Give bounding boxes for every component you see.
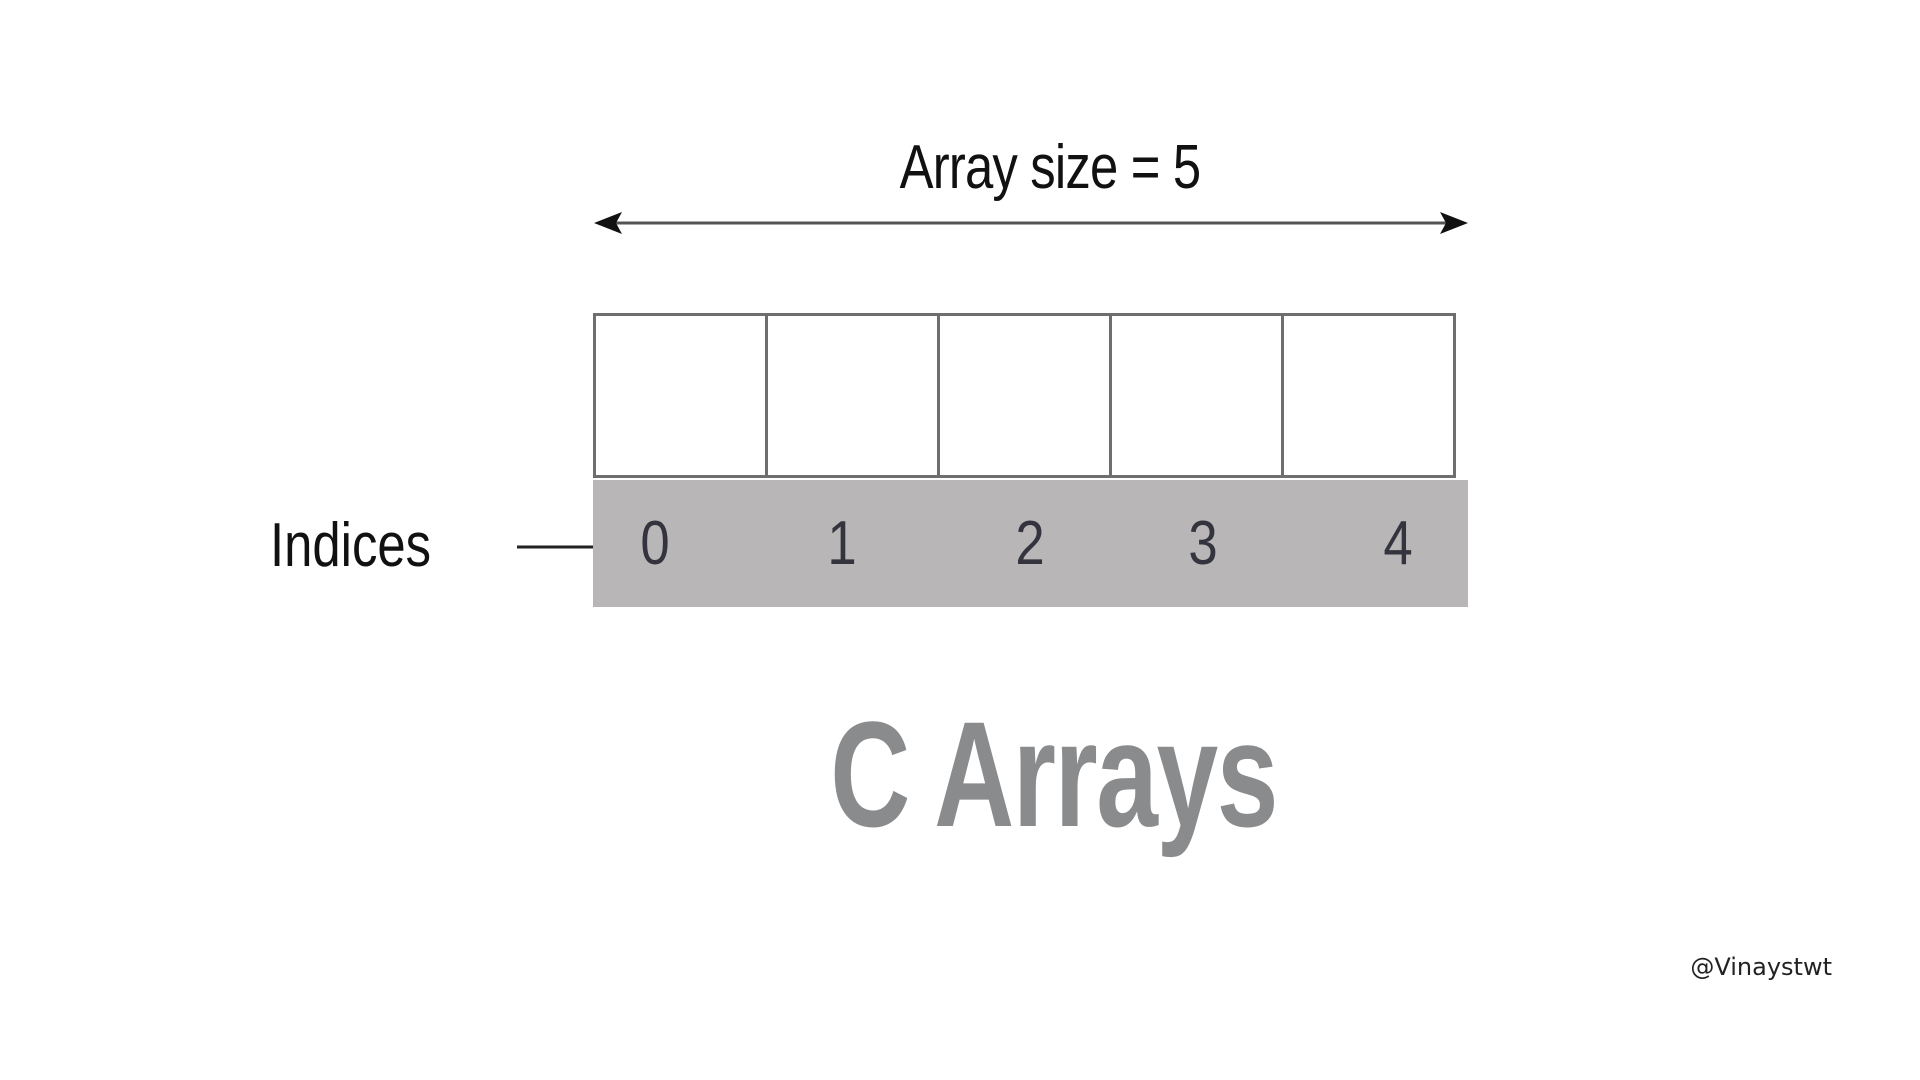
array-cell [593, 313, 768, 478]
array-cell [765, 313, 940, 478]
index-2: 2 [1015, 509, 1045, 578]
index-3: 3 [1188, 509, 1218, 578]
index-strip [593, 480, 1468, 607]
author-handle: @Vinaystwt [1690, 953, 1832, 981]
index-0: 0 [640, 509, 670, 578]
page-title: C Arrays [830, 690, 1278, 858]
array-cell [1109, 313, 1284, 478]
indices-label: Indices [270, 511, 432, 580]
array-size-label: Array size = 5 [899, 133, 1202, 202]
index-1: 1 [827, 509, 857, 578]
index-4: 4 [1383, 509, 1413, 578]
array-cells [593, 313, 1456, 478]
array-cell [937, 313, 1112, 478]
array-cell [1281, 313, 1456, 478]
